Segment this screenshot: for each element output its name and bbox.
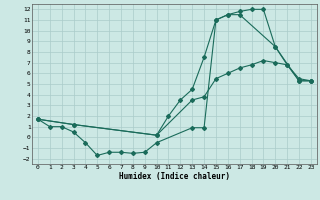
X-axis label: Humidex (Indice chaleur): Humidex (Indice chaleur) [119,172,230,181]
